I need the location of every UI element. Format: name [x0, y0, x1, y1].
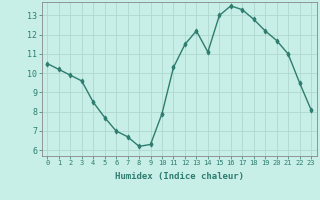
X-axis label: Humidex (Indice chaleur): Humidex (Indice chaleur)	[115, 172, 244, 181]
